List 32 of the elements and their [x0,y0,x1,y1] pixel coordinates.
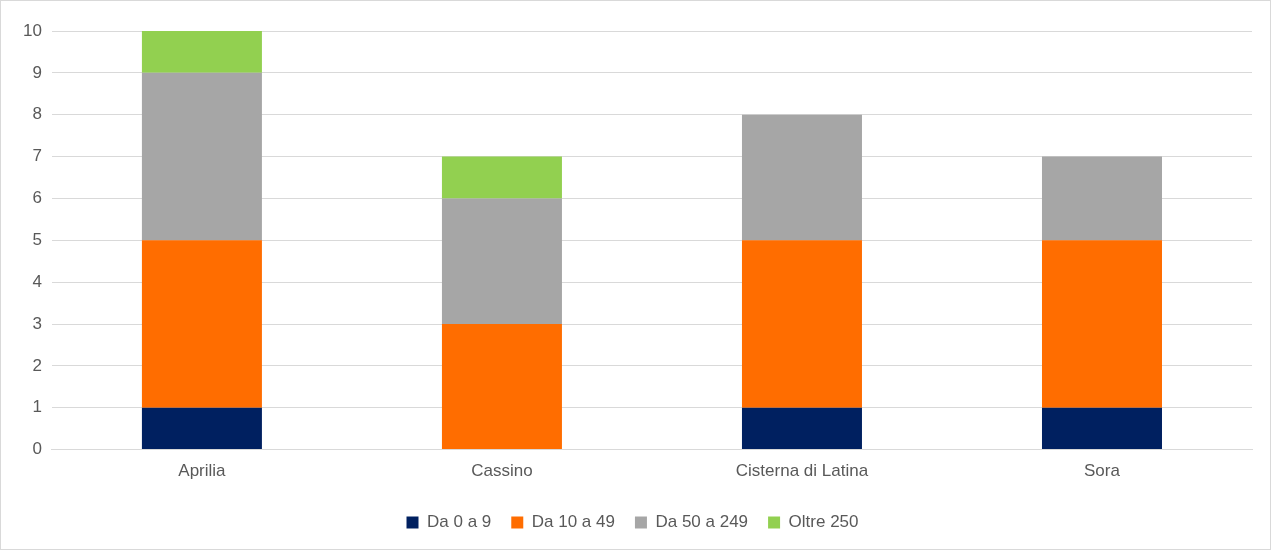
bar [741,114,862,241]
y-tick-label: 2 [32,355,42,375]
bar [1041,156,1162,241]
legend-label: Da 50 a 249 [655,512,749,532]
bar [141,72,262,241]
y-tick-label: 4 [32,271,42,291]
bar [1041,407,1162,450]
bar [141,31,262,73]
legend-label: Oltre 250 [788,512,859,532]
x-tick-label: Cisterna di Latina [735,461,869,481]
legend-label: Da 0 a 9 [427,512,492,532]
x-tick-label: Aprilia [178,461,227,481]
y-tick-label: 5 [32,229,42,249]
bar [741,407,862,450]
y-tick-label: 3 [32,313,42,333]
bar [1041,240,1162,408]
y-tick-label: 0 [32,439,42,459]
bar [441,324,562,450]
bar [441,198,562,325]
y-tick-label: 10 [22,20,42,40]
y-tick-label: 1 [32,397,42,417]
bar [141,240,262,408]
x-tick-label: Sora [1084,461,1121,481]
legend-label: Da 10 a 49 [531,512,615,532]
bar [141,407,262,450]
bar [741,240,862,408]
y-tick-label: 6 [32,188,42,208]
y-tick-label: 9 [32,62,42,82]
y-tick-label: 7 [32,146,42,166]
bar [441,156,562,199]
y-tick-label: 8 [32,104,42,124]
x-tick-label: Cassino [471,461,533,481]
